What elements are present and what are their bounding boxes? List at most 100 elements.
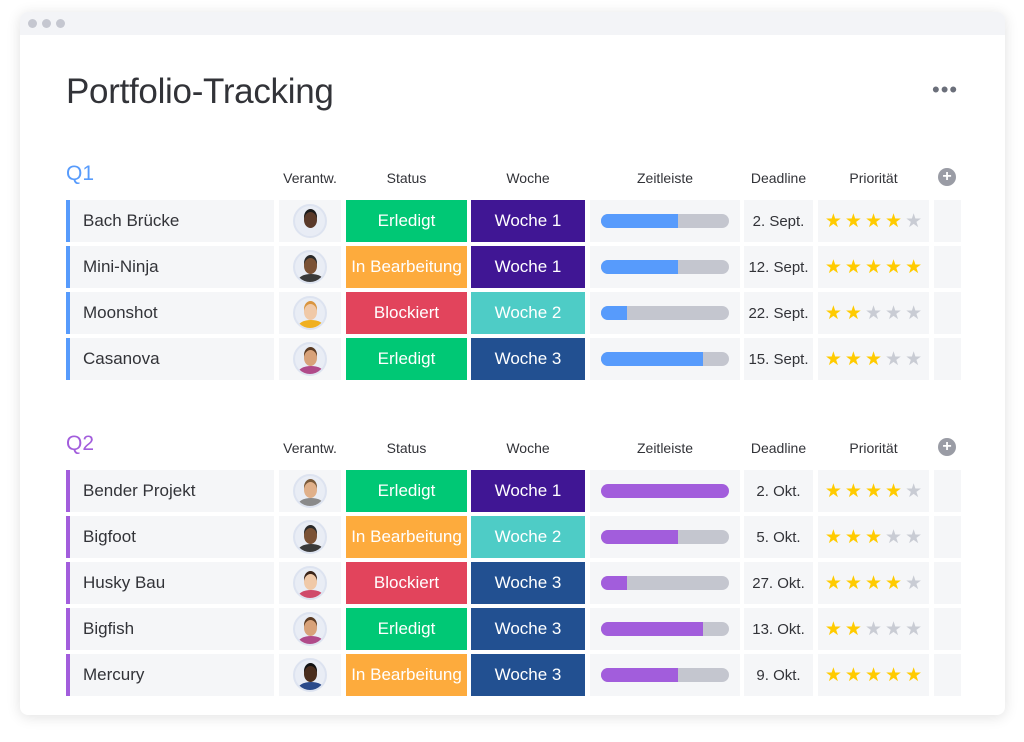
priority-rating[interactable]: ★ ★ ★ ★ ★ (818, 470, 929, 512)
column-header-timeline[interactable]: Zeitleiste (636, 170, 694, 186)
deadline-cell[interactable]: 27. Okt. (744, 562, 813, 604)
owner-cell[interactable] (279, 200, 341, 242)
owner-cell[interactable] (279, 654, 341, 696)
owner-cell[interactable] (279, 608, 341, 650)
priority-rating[interactable]: ★ ★ ★ ★ ★ (818, 516, 929, 558)
star-icon[interactable]: ★ (885, 664, 903, 686)
star-icon[interactable]: ★ (844, 572, 862, 594)
timeline-cell[interactable] (590, 200, 740, 242)
star-icon[interactable]: ★ (864, 210, 883, 232)
status-badge[interactable]: Erledigt (346, 470, 467, 512)
empty-cell[interactable] (934, 562, 961, 604)
owner-cell[interactable] (279, 292, 341, 334)
week-badge[interactable]: Woche 3 (471, 562, 585, 604)
column-header-priority[interactable]: Priorität (849, 170, 898, 186)
star-icon[interactable]: ★ (905, 210, 923, 232)
priority-rating[interactable]: ★ ★ ★ ★ ★ (818, 292, 929, 334)
star-icon[interactable]: ★ (864, 480, 883, 502)
star-icon[interactable]: ★ (864, 572, 883, 594)
week-badge[interactable]: Woche 3 (471, 338, 585, 380)
column-header-deadline[interactable]: Deadline (750, 440, 807, 456)
deadline-cell[interactable]: 13. Okt. (744, 608, 813, 650)
empty-cell[interactable] (934, 292, 961, 334)
owner-cell[interactable] (279, 562, 341, 604)
timeline-cell[interactable] (590, 654, 740, 696)
star-icon[interactable]: ★ (824, 210, 842, 232)
priority-rating[interactable]: ★ ★ ★ ★ ★ (818, 562, 929, 604)
week-badge[interactable]: Woche 1 (471, 200, 585, 242)
timeline-cell[interactable] (590, 292, 740, 334)
star-icon[interactable]: ★ (905, 664, 923, 686)
empty-cell[interactable] (934, 516, 961, 558)
item-name[interactable]: Husky Bau (66, 562, 274, 604)
star-icon[interactable]: ★ (885, 348, 903, 370)
group-title[interactable]: Q2 (66, 432, 95, 455)
star-icon[interactable]: ★ (844, 348, 862, 370)
star-icon[interactable]: ★ (844, 664, 862, 686)
star-icon[interactable]: ★ (844, 256, 862, 278)
priority-rating[interactable]: ★ ★ ★ ★ ★ (818, 608, 929, 650)
star-icon[interactable]: ★ (905, 572, 923, 594)
priority-rating[interactable]: ★ ★ ★ ★ ★ (818, 338, 929, 380)
item-name[interactable]: Bigfoot (66, 516, 274, 558)
priority-rating[interactable]: ★ ★ ★ ★ ★ (818, 200, 929, 242)
status-badge[interactable]: Erledigt (346, 338, 467, 380)
owner-cell[interactable] (279, 338, 341, 380)
column-header-week[interactable]: Woche (506, 440, 550, 456)
star-icon[interactable]: ★ (885, 302, 903, 324)
item-name[interactable]: Bender Projekt (66, 470, 274, 512)
status-badge[interactable]: Blockiert (346, 562, 467, 604)
add-column-icon[interactable]: + (938, 168, 956, 186)
star-icon[interactable]: ★ (885, 618, 903, 640)
deadline-cell[interactable]: 5. Okt. (744, 516, 813, 558)
status-badge[interactable]: In Bearbeitung (346, 516, 467, 558)
star-icon[interactable]: ★ (864, 302, 883, 324)
item-name[interactable]: Bigfish (66, 608, 274, 650)
item-name[interactable]: Mercury (66, 654, 274, 696)
owner-cell[interactable] (279, 516, 341, 558)
column-header-priority[interactable]: Priorität (849, 440, 898, 456)
timeline-cell[interactable] (590, 562, 740, 604)
timeline-cell[interactable] (590, 338, 740, 380)
star-icon[interactable]: ★ (905, 526, 923, 548)
column-header-status[interactable]: Status (386, 440, 427, 456)
deadline-cell[interactable]: 22. Sept. (744, 292, 813, 334)
status-badge[interactable]: Erledigt (346, 608, 467, 650)
star-icon[interactable]: ★ (905, 302, 923, 324)
empty-cell[interactable] (934, 654, 961, 696)
empty-cell[interactable] (934, 200, 961, 242)
timeline-cell[interactable] (590, 470, 740, 512)
item-name[interactable]: Moonshot (66, 292, 274, 334)
item-name[interactable]: Casanova (66, 338, 274, 380)
star-icon[interactable]: ★ (864, 348, 883, 370)
star-icon[interactable]: ★ (885, 480, 903, 502)
deadline-cell[interactable]: 2. Sept. (744, 200, 813, 242)
deadline-cell[interactable]: 12. Sept. (744, 246, 813, 288)
star-icon[interactable]: ★ (864, 664, 883, 686)
empty-cell[interactable] (934, 470, 961, 512)
star-icon[interactable]: ★ (824, 618, 842, 640)
add-column-icon[interactable]: + (938, 438, 956, 456)
week-badge[interactable]: Woche 3 (471, 654, 585, 696)
status-badge[interactable]: In Bearbeitung (346, 654, 467, 696)
owner-cell[interactable] (279, 470, 341, 512)
item-name[interactable]: Mini-Ninja (66, 246, 274, 288)
star-icon[interactable]: ★ (864, 526, 883, 548)
column-header-owner[interactable]: Verantw. (283, 170, 337, 186)
star-icon[interactable]: ★ (824, 480, 842, 502)
star-icon[interactable]: ★ (885, 572, 903, 594)
status-badge[interactable]: Erledigt (346, 200, 467, 242)
status-badge[interactable]: In Bearbeitung (346, 246, 467, 288)
column-header-week[interactable]: Woche (506, 170, 550, 186)
timeline-cell[interactable] (590, 516, 740, 558)
more-options-icon[interactable]: ••• (932, 77, 959, 102)
week-badge[interactable]: Woche 1 (471, 470, 585, 512)
empty-cell[interactable] (934, 608, 961, 650)
star-icon[interactable]: ★ (824, 302, 842, 324)
star-icon[interactable]: ★ (905, 256, 923, 278)
star-icon[interactable]: ★ (885, 256, 903, 278)
item-name[interactable]: Bach Brücke (66, 200, 274, 242)
deadline-cell[interactable]: 15. Sept. (744, 338, 813, 380)
column-header-timeline[interactable]: Zeitleiste (636, 440, 694, 456)
week-badge[interactable]: Woche 2 (471, 516, 585, 558)
